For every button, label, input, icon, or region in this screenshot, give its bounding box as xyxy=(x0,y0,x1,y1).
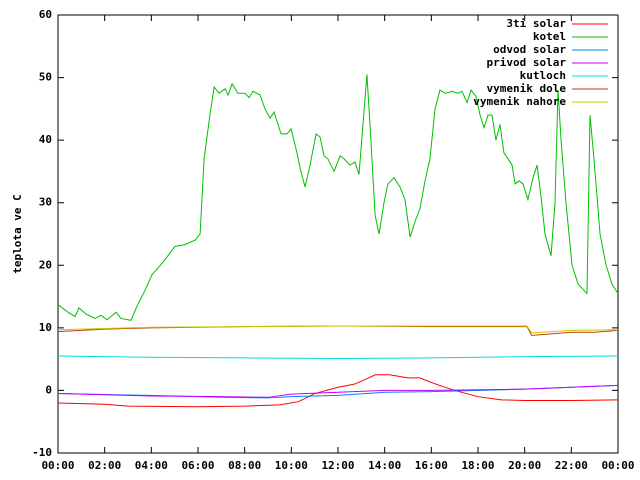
x-tick-label: 12:00 xyxy=(321,459,354,472)
y-tick-label: 50 xyxy=(39,71,52,84)
y-tick-label: 20 xyxy=(39,258,52,271)
series-line xyxy=(57,74,619,321)
x-tick-label: 10:00 xyxy=(275,459,308,472)
x-tick-label: 04:00 xyxy=(135,459,168,472)
series-line xyxy=(57,374,619,408)
legend-label: privod solar xyxy=(487,56,567,69)
x-tick-label: 06:00 xyxy=(181,459,214,472)
series-line xyxy=(57,355,619,360)
x-tick-label: 02:00 xyxy=(88,459,121,472)
legend-label: kotel xyxy=(533,30,566,43)
legend-label: vymenik dole xyxy=(487,82,567,95)
x-tick-label: 14:00 xyxy=(368,459,401,472)
x-tick-label: 18:00 xyxy=(461,459,494,472)
x-tick-label: 08:00 xyxy=(228,459,261,472)
x-tick-label: 22:00 xyxy=(555,459,588,472)
y-tick-label: 60 xyxy=(39,8,52,21)
x-tick-label: 00:00 xyxy=(41,459,74,472)
legend-label: kutloch xyxy=(520,69,566,82)
y-tick-label: 0 xyxy=(45,383,52,396)
series-line xyxy=(57,325,619,334)
y-tick-label: 10 xyxy=(39,321,52,334)
x-tick-label: 20:00 xyxy=(508,459,541,472)
x-tick-label: 16:00 xyxy=(415,459,448,472)
legend-label: 3ti solar xyxy=(506,17,566,30)
series-line xyxy=(57,325,619,336)
x-tick-label: 00:00 xyxy=(601,459,634,472)
legend-label: odvod solar xyxy=(493,43,566,56)
y-tick-label: 30 xyxy=(39,196,52,209)
legend-label: vymenik nahore xyxy=(473,95,566,108)
y-tick-label: -10 xyxy=(32,446,52,459)
series-line xyxy=(57,384,619,398)
y-axis-label: teplota ve C xyxy=(11,194,24,273)
y-tick-label: 40 xyxy=(39,133,52,146)
